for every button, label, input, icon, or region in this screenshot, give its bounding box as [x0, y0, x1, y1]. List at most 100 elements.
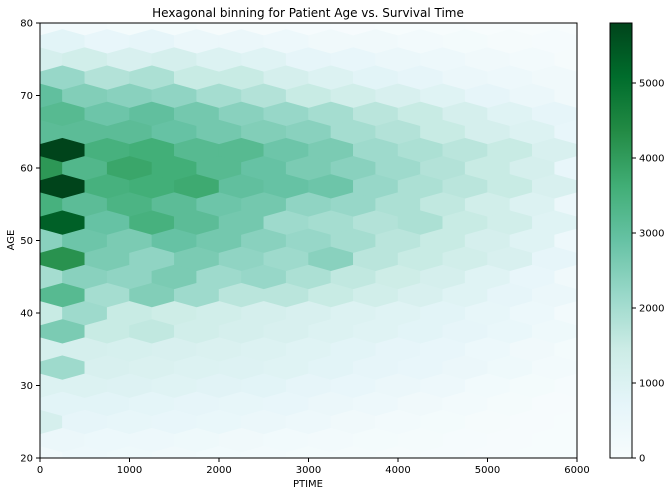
hex-cell [84, 28, 130, 54]
hex-cell [241, 300, 287, 326]
hex-cell [464, 409, 511, 435]
hex-cell [151, 23, 197, 36]
hex-cell [106, 373, 153, 398]
hex-cell [532, 355, 577, 380]
hex-cell [308, 101, 354, 126]
hex-cell [353, 210, 399, 235]
hex-cell [487, 318, 533, 344]
hex-cell [40, 210, 85, 235]
hex-cell [308, 28, 354, 54]
hex-cell [62, 46, 108, 72]
hex-cell [174, 137, 220, 163]
hex-cell [196, 191, 242, 217]
hex-cell [375, 264, 421, 290]
hex-cell [308, 427, 354, 453]
hex-cell [420, 373, 466, 398]
x-tick-label: 4000 [385, 465, 410, 476]
hex-cell [263, 173, 309, 199]
hex-cell [509, 409, 555, 435]
hex-cell [308, 282, 354, 308]
colorbar-tick-label: 0 [639, 454, 645, 465]
hex-cell [330, 300, 376, 326]
hex-cell [509, 83, 555, 108]
hex-cell [420, 83, 466, 108]
hex-cell [84, 137, 130, 163]
hex-cell [532, 137, 577, 163]
hex-cell [375, 300, 421, 326]
hex-cell [129, 173, 175, 199]
y-tick-label: 50 [20, 236, 33, 247]
hex-cell [487, 391, 533, 416]
hex-cell [218, 28, 264, 54]
hex-cell [40, 191, 63, 217]
hex-cell [40, 391, 85, 416]
hex-cell [218, 210, 264, 235]
hex-cell [375, 191, 421, 217]
hex-cell [487, 282, 533, 308]
hex-cell [375, 46, 421, 72]
hex-cell [532, 427, 577, 453]
x-tick-label: 1000 [117, 465, 142, 476]
hex-cell [397, 427, 443, 453]
hexbin-cells [40, 23, 577, 458]
hex-cell [174, 173, 220, 199]
hex-cell [241, 46, 287, 72]
x-axis-label: PTIME [293, 479, 323, 490]
hex-cell [285, 119, 332, 145]
hex-cell [196, 336, 242, 362]
hex-cell [241, 155, 287, 181]
colorbar-axis: 0 1000 2000 3000 4000 5000 [632, 79, 664, 465]
hex-cell [174, 282, 220, 308]
hex-cell [196, 373, 242, 398]
hex-cell [420, 119, 466, 145]
hex-cell [532, 101, 577, 126]
hex-cell [196, 228, 242, 253]
hex-cell [263, 65, 309, 90]
hex-cell [554, 119, 577, 145]
colorbar [609, 22, 633, 459]
hex-cell [487, 65, 533, 90]
hex-cell [375, 119, 421, 145]
hex-cell [151, 83, 197, 108]
hex-cell [40, 445, 63, 458]
hex-cell [487, 355, 533, 380]
hex-cell [62, 336, 108, 362]
hex-cell [353, 282, 399, 308]
hex-cell [40, 137, 85, 163]
hex-cell [151, 409, 197, 435]
hex-cell [554, 373, 577, 398]
hex-cell [509, 264, 555, 290]
hex-cell [442, 28, 488, 54]
hex-cell [218, 391, 264, 416]
hex-cell [40, 409, 63, 435]
hex-cell [487, 28, 533, 54]
hex-cell [218, 173, 264, 199]
hex-cell [218, 246, 264, 271]
hex-cell [532, 173, 577, 199]
hex-cell [196, 300, 242, 326]
hex-cell [509, 23, 555, 36]
hex-cell [106, 191, 153, 217]
hex-cell [40, 246, 85, 271]
hex-cell [420, 228, 466, 253]
hex-cell [397, 318, 443, 344]
hex-cell [174, 65, 220, 90]
hex-cell [397, 210, 443, 235]
x-tick-label: 5000 [475, 465, 500, 476]
hex-cell [218, 318, 264, 344]
hex-cell [40, 83, 63, 108]
hex-cell [129, 137, 175, 163]
hex-cell [554, 46, 577, 72]
hex-cell [420, 46, 466, 72]
hex-cell [464, 336, 511, 362]
hex-cell [151, 336, 197, 362]
hex-cell [532, 391, 577, 416]
hex-cell [509, 155, 555, 181]
hex-cell [40, 23, 63, 36]
hex-cell [174, 355, 220, 380]
hex-cell [40, 119, 63, 145]
hex-cell [554, 445, 577, 458]
hex-cell [62, 119, 108, 145]
hex-cell [308, 65, 354, 90]
hex-cell [487, 427, 533, 453]
